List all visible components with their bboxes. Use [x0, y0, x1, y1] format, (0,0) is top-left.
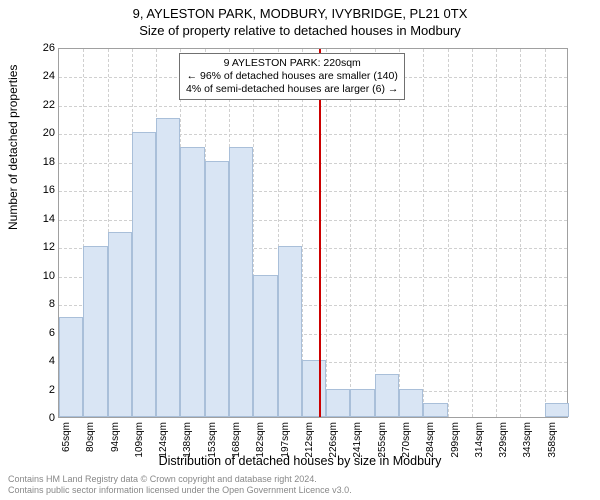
x-tick-label: 197sqm: [280, 422, 291, 466]
property-marker-line: [319, 49, 321, 417]
y-tick-label: 6: [27, 327, 55, 339]
y-axis-label: Number of detached properties: [6, 65, 20, 230]
y-tick-label: 2: [27, 384, 55, 396]
footer-line-1: Contains HM Land Registry data © Crown c…: [8, 474, 352, 485]
x-tick-label: 153sqm: [207, 422, 218, 466]
x-tick-label: 168sqm: [231, 422, 242, 466]
histogram-bar: [375, 374, 399, 417]
x-tick-label: 343sqm: [522, 422, 533, 466]
y-tick-label: 14: [27, 213, 55, 225]
x-tick-label: 94sqm: [110, 422, 121, 466]
footer-line-2: Contains public sector information licen…: [8, 485, 352, 496]
x-tick-label: 358sqm: [547, 422, 558, 466]
histogram-bar: [108, 232, 132, 417]
y-tick-label: 18: [27, 156, 55, 168]
histogram-bar: [156, 118, 180, 417]
annotation-line-larger: 4% of semi-detached houses are larger (6…: [186, 83, 398, 96]
y-tick-label: 20: [27, 127, 55, 139]
y-tick-label: 16: [27, 184, 55, 196]
gridline-v: [326, 49, 327, 417]
y-tick-label: 4: [27, 355, 55, 367]
x-tick-label: 182sqm: [255, 422, 266, 466]
gridline-v: [399, 49, 400, 417]
attribution-footer: Contains HM Land Registry data © Crown c…: [8, 474, 352, 497]
x-tick-label: 314sqm: [474, 422, 485, 466]
histogram-bar: [59, 317, 83, 417]
y-tick-label: 8: [27, 298, 55, 310]
y-tick-label: 24: [27, 70, 55, 82]
x-tick-label: 329sqm: [498, 422, 509, 466]
x-tick-label: 284sqm: [425, 422, 436, 466]
gridline-v: [496, 49, 497, 417]
histogram-bar: [326, 389, 350, 417]
histogram-bar: [545, 403, 569, 417]
histogram-bar: [399, 389, 423, 417]
chart-subtitle: Size of property relative to detached ho…: [0, 23, 600, 38]
chart-header: 9, AYLESTON PARK, MODBURY, IVYBRIDGE, PL…: [0, 0, 600, 38]
histogram-bar: [423, 403, 447, 417]
gridline-v: [448, 49, 449, 417]
histogram-bar: [229, 147, 253, 417]
x-tick-label: 124sqm: [158, 422, 169, 466]
x-tick-label: 65sqm: [61, 422, 72, 466]
x-tick-label: 241sqm: [352, 422, 363, 466]
histogram-bar: [253, 275, 277, 417]
annotation-line-title: 9 AYLESTON PARK: 220sqm: [186, 57, 398, 70]
gridline-v: [375, 49, 376, 417]
y-tick-label: 22: [27, 99, 55, 111]
gridline-v: [350, 49, 351, 417]
annotation-line-smaller: ← 96% of detached houses are smaller (14…: [186, 70, 398, 83]
y-tick-label: 0: [27, 412, 55, 424]
histogram-bar: [83, 246, 107, 417]
x-tick-label: 138sqm: [182, 422, 193, 466]
x-tick-label: 226sqm: [328, 422, 339, 466]
y-tick-label: 12: [27, 241, 55, 253]
histogram-bar: [278, 246, 302, 417]
histogram-bar: [350, 389, 374, 417]
histogram-bar: [180, 147, 204, 417]
plot-area: 9 AYLESTON PARK: 220sqm ← 96% of detache…: [58, 48, 568, 418]
x-tick-label: 80sqm: [85, 422, 96, 466]
marker-annotation: 9 AYLESTON PARK: 220sqm ← 96% of detache…: [179, 53, 405, 100]
y-tick-label: 10: [27, 270, 55, 282]
address-line: 9, AYLESTON PARK, MODBURY, IVYBRIDGE, PL…: [0, 6, 600, 21]
gridline-v: [545, 49, 546, 417]
y-tick-label: 26: [27, 42, 55, 54]
histogram-bar: [205, 161, 229, 417]
gridline-v: [520, 49, 521, 417]
x-tick-label: 299sqm: [450, 422, 461, 466]
x-tick-label: 255sqm: [377, 422, 388, 466]
gridline-h: [59, 106, 567, 107]
gridline-v: [423, 49, 424, 417]
x-tick-label: 270sqm: [401, 422, 412, 466]
histogram-bar: [302, 360, 326, 417]
histogram-bar: [132, 132, 156, 417]
x-tick-label: 212sqm: [304, 422, 315, 466]
gridline-v: [472, 49, 473, 417]
x-tick-label: 109sqm: [134, 422, 145, 466]
